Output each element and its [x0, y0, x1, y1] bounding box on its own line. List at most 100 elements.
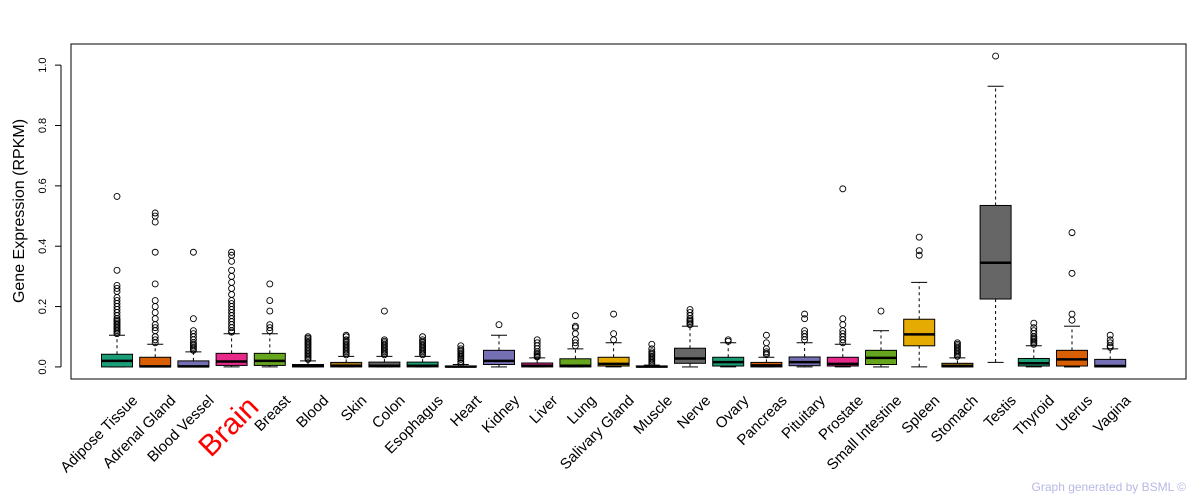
outlier-point: [839, 321, 847, 329]
box-liver: [521, 336, 554, 368]
outlier-point: [571, 330, 579, 338]
outlier-point: [151, 336, 159, 344]
box-iqr: [483, 349, 515, 366]
outlier-point: [839, 330, 847, 338]
box-thyroid: [1017, 319, 1050, 368]
outlier-point: [266, 321, 274, 329]
outlier-point: [1030, 319, 1038, 327]
outlier-point: [1068, 229, 1076, 237]
outlier-point: [228, 257, 236, 265]
x-tick-label: Nerve: [674, 392, 714, 432]
x-tick-label: Uterus: [1053, 392, 1096, 435]
box-pituitary: [788, 310, 821, 368]
outlier-point: [533, 336, 541, 344]
box-iqr: [826, 356, 859, 367]
outlier-point: [648, 345, 656, 353]
box-nerve: [674, 306, 706, 368]
outlier-point: [610, 336, 618, 344]
outlier-point: [648, 340, 656, 348]
box-iqr: [979, 204, 1012, 300]
outlier-point: [228, 291, 236, 298]
outlier-point: [801, 327, 809, 335]
outlier-point: [839, 315, 847, 323]
outlier-point: [1106, 331, 1114, 339]
box-small-intestine: [865, 307, 897, 368]
x-tick-label: Liver: [526, 392, 561, 427]
outlier-point: [610, 330, 618, 338]
outlier-point: [380, 307, 388, 315]
outlier-point: [801, 310, 809, 318]
outlier-point: [151, 309, 159, 317]
outlier-point: [151, 297, 159, 304]
outlier-point: [151, 209, 159, 217]
outlier-point: [151, 315, 159, 323]
outlier-point: [228, 300, 236, 307]
outlier-point: [610, 310, 618, 318]
box-testis: [979, 52, 1012, 363]
outlier-point: [724, 336, 732, 344]
x-tick-label: Blood: [293, 392, 332, 431]
y-tick-label: 0.6: [37, 178, 49, 193]
outlier-point: [151, 280, 159, 288]
box-colon: [368, 307, 401, 368]
outlier-point: [266, 280, 274, 288]
outlier-point: [419, 333, 427, 341]
box-skin: [330, 331, 363, 368]
outlier-point: [762, 348, 770, 356]
box-adrenal-gland: [139, 209, 172, 368]
plot-frame: [70, 43, 1187, 380]
outlier-point: [228, 285, 236, 292]
outlier-point: [266, 324, 274, 332]
outlier-point: [189, 330, 197, 338]
box-spleen: [903, 233, 936, 368]
outlier-point: [189, 315, 197, 323]
outlier-point: [1068, 269, 1076, 277]
outlier-point: [457, 358, 465, 365]
outlier-point: [151, 248, 159, 256]
outlier-point: [189, 248, 197, 256]
outlier-point: [571, 339, 579, 347]
outlier-point: [686, 309, 694, 317]
outlier-point: [648, 348, 656, 356]
x-tick-label: Thyroid: [1011, 392, 1058, 439]
outlier-point: [189, 327, 197, 335]
outlier-point: [228, 266, 236, 274]
outlier-point: [915, 247, 923, 255]
outlier-point: [419, 336, 427, 344]
outlier-point: [228, 251, 236, 259]
box-lung: [559, 312, 592, 368]
outlier-point: [457, 342, 465, 350]
box-prostate: [826, 185, 859, 368]
outlier-point: [571, 312, 579, 320]
box-kidney: [483, 321, 515, 368]
outlier-point: [686, 306, 694, 314]
box-blood-vessel: [177, 248, 210, 368]
outlier-point: [113, 281, 121, 289]
outlier-point: [457, 359, 465, 367]
outlier-point: [1106, 339, 1114, 347]
outlier-point: [266, 297, 274, 304]
x-tick-label: Muscle: [630, 392, 676, 438]
outlier-point: [266, 307, 274, 315]
outlier-point: [113, 285, 121, 292]
outlier-point: [457, 345, 465, 353]
outlier-point: [1030, 324, 1038, 332]
outlier-point: [801, 315, 809, 323]
outlier-point: [762, 339, 770, 347]
x-tick-label: Kidney: [479, 392, 524, 437]
outlier-point: [915, 233, 923, 241]
outlier-point: [113, 192, 121, 200]
y-axis: 0.0 0.2 0.4 0.6 0.8 1.0: [37, 57, 62, 375]
box-blood: [292, 333, 324, 368]
outlier-point: [801, 330, 809, 338]
y-tick-label: 0.0: [37, 359, 49, 374]
y-tick-label: 1.0: [37, 57, 49, 72]
outlier-point: [228, 272, 236, 280]
box-salivary-gland: [597, 310, 630, 368]
outlier-point: [839, 185, 847, 193]
outlier-point: [571, 322, 579, 330]
outlier-point: [762, 331, 770, 339]
watermark-text: Graph generated by BSML ©: [1031, 480, 1186, 494]
box-iqr: [253, 352, 286, 366]
